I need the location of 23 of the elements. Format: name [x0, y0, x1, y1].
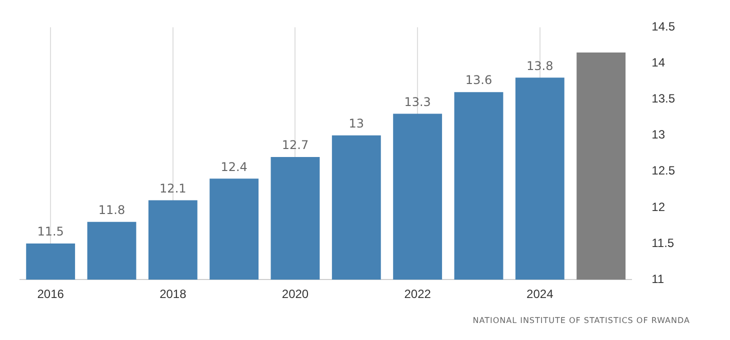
y-tick-label: 11.5 — [652, 236, 674, 250]
y-tick-label: 12 — [652, 200, 666, 214]
y-tick-label: 14 — [652, 56, 666, 70]
data-label: 12.4 — [220, 160, 248, 174]
data-label: 13.6 — [465, 73, 492, 88]
y-tick-label: 13 — [652, 128, 666, 142]
x-tick-label: 2018 — [160, 287, 187, 302]
y-tick-label: 11 — [652, 272, 664, 286]
data-label: 11.5 — [37, 224, 64, 239]
text: NATIONAL INSTITUTE OF STATISTICS OF RWANDA — [472, 316, 690, 325]
x-tick-label: 2020 — [282, 287, 309, 302]
data-label: 11.8 — [98, 203, 126, 218]
x-tick-label: 2022 — [404, 287, 432, 302]
x-tick-label: 2016 — [37, 287, 64, 302]
data-label: 12.1 — [160, 181, 186, 196]
x-tick-label: 2024 — [526, 287, 554, 302]
data-label: 13 — [348, 116, 364, 130]
y-tick-label: 12.5 — [652, 164, 676, 178]
y-tick-label: 14.5 — [652, 20, 676, 34]
data-label: 13.3 — [404, 94, 431, 109]
y-tick-label: 13.5 — [652, 92, 676, 106]
data-label: 12.7 — [282, 138, 309, 152]
data-label: 13.8 — [526, 58, 554, 73]
